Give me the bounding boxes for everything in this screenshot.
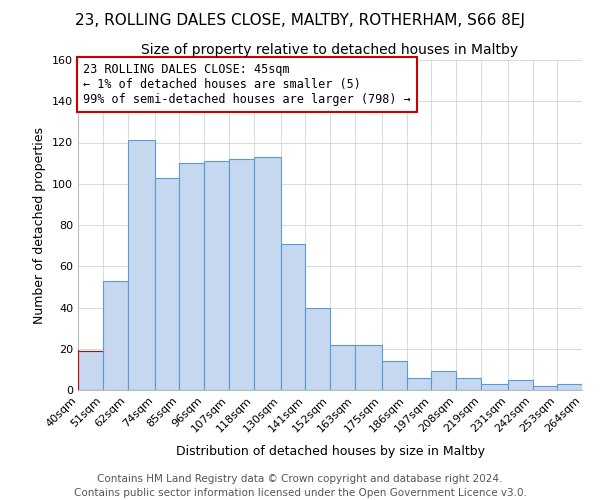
Bar [382,361,407,390]
Bar [128,140,155,390]
X-axis label: Distribution of detached houses by size in Maltby: Distribution of detached houses by size … [176,445,485,458]
Bar [103,280,128,390]
Bar [456,378,481,390]
Text: 23 ROLLING DALES CLOSE: 45sqm
← 1% of detached houses are smaller (5)
99% of sem: 23 ROLLING DALES CLOSE: 45sqm ← 1% of de… [83,64,411,106]
Bar [355,344,382,390]
Bar [407,378,431,390]
Bar [431,372,456,390]
Text: Contains HM Land Registry data © Crown copyright and database right 2024.
Contai: Contains HM Land Registry data © Crown c… [74,474,526,498]
Bar [481,384,508,390]
Bar [229,159,254,390]
Bar [281,244,305,390]
Bar [254,157,281,390]
Bar [533,386,557,390]
Bar [557,384,582,390]
Bar [508,380,533,390]
Bar [330,344,355,390]
Bar [78,351,103,390]
Bar [204,161,229,390]
Y-axis label: Number of detached properties: Number of detached properties [34,126,46,324]
Bar [179,163,204,390]
Text: 23, ROLLING DALES CLOSE, MALTBY, ROTHERHAM, S66 8EJ: 23, ROLLING DALES CLOSE, MALTBY, ROTHERH… [75,12,525,28]
Title: Size of property relative to detached houses in Maltby: Size of property relative to detached ho… [142,44,518,58]
Bar [305,308,330,390]
Bar [155,178,179,390]
